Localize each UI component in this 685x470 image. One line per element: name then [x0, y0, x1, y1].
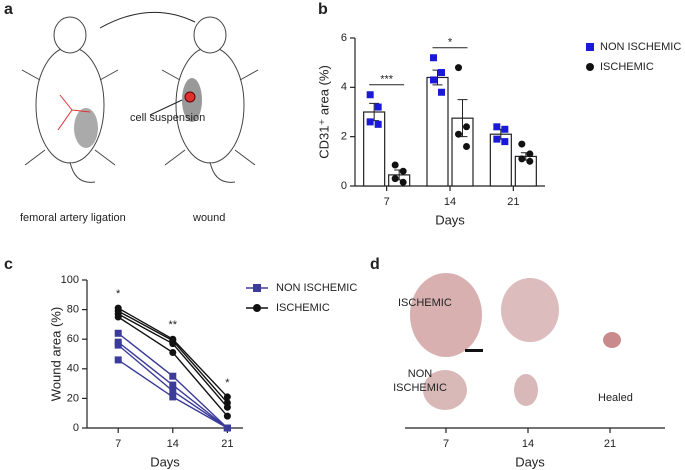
point — [455, 64, 462, 72]
point — [438, 69, 445, 77]
legend-label: NON ISCHEMIC — [276, 282, 357, 294]
caption: cell suspension — [130, 112, 205, 124]
point — [169, 393, 177, 401]
y-tick-label: 60 — [67, 333, 79, 345]
point — [518, 155, 526, 163]
point — [169, 340, 177, 348]
row-label: ISCHEMIC — [398, 297, 452, 309]
point — [223, 403, 231, 411]
legend-label: ISCHEMIC — [276, 302, 330, 314]
sig-label: * — [116, 288, 121, 300]
y-tick-label: 0 — [341, 180, 347, 192]
point — [501, 125, 509, 133]
point — [501, 138, 509, 146]
legend-label: ISCHEMIC — [600, 61, 654, 73]
point — [374, 103, 382, 111]
point — [391, 175, 399, 183]
panel-label: b — [318, 1, 328, 18]
x-tick-label: 21 — [221, 438, 233, 450]
point — [223, 424, 231, 432]
panel-label: d — [370, 256, 380, 273]
legend-label: NON ISCHEMIC — [600, 41, 681, 53]
point — [518, 140, 526, 148]
x-tick-label: 21 — [604, 438, 616, 450]
point — [493, 135, 501, 143]
healed-label: Healed — [598, 392, 633, 404]
point — [526, 150, 534, 158]
y-tick-label: 40 — [67, 363, 79, 375]
y-tick-label: 2 — [341, 131, 347, 143]
x-tick-label: 21 — [507, 196, 519, 208]
point — [399, 178, 407, 186]
wound-images — [410, 273, 621, 410]
point — [430, 76, 437, 84]
point — [430, 54, 437, 62]
sig-label: ** — [169, 319, 178, 331]
line — [117, 332, 228, 429]
legend-marker — [253, 304, 261, 312]
y-tick-label: 20 — [67, 392, 79, 404]
legend-marker — [586, 43, 594, 51]
y-axis-label: Wound area (%) — [48, 307, 63, 401]
point — [169, 387, 177, 395]
row-label: NON ISCHEMIC — [393, 368, 447, 394]
point — [438, 88, 445, 96]
caption: wound — [192, 212, 225, 224]
legend-marker — [586, 63, 594, 71]
point — [169, 372, 177, 380]
y-tick-label: 100 — [61, 274, 79, 286]
point — [223, 393, 231, 401]
x-tick-label: 14 — [167, 438, 179, 450]
sig-label: *** — [380, 74, 394, 86]
point — [169, 381, 177, 389]
x-tick-label: 7 — [115, 438, 121, 450]
arrow — [149, 99, 183, 116]
mouse-right — [161, 16, 259, 183]
mouse-left — [21, 16, 119, 183]
y-tick-label: 4 — [341, 81, 347, 93]
point — [463, 143, 470, 151]
x-axis-label: Days — [150, 454, 180, 469]
x-tick-label: 14 — [522, 438, 534, 450]
point — [114, 313, 122, 321]
point — [391, 161, 399, 169]
point — [493, 123, 501, 131]
y-tick-label: 80 — [67, 304, 79, 316]
point — [169, 349, 177, 357]
sig-label: * — [225, 377, 230, 389]
point — [526, 157, 534, 165]
y-axis-label: CD31⁺ area (%) — [316, 65, 331, 159]
panel-label: a — [4, 1, 13, 18]
caption: femoral artery ligation — [20, 212, 126, 224]
point — [114, 329, 122, 337]
legend-marker — [253, 284, 261, 292]
y-tick-label: 0 — [73, 422, 79, 434]
point — [114, 341, 122, 349]
panel-label: c — [4, 256, 13, 273]
x-tick-label: 7 — [384, 196, 390, 208]
x-axis-label: Days — [515, 454, 545, 469]
x-tick-label: 7 — [443, 438, 449, 450]
point — [455, 130, 462, 138]
arrow — [99, 11, 196, 29]
point — [223, 412, 231, 420]
point — [366, 118, 374, 126]
point — [374, 120, 382, 128]
x-tick-label: 14 — [444, 196, 456, 208]
point — [366, 91, 374, 99]
y-tick-label: 6 — [341, 32, 347, 44]
sig-label: * — [448, 37, 453, 49]
point — [399, 167, 407, 175]
line — [117, 316, 228, 417]
x-axis-label: Days — [435, 212, 465, 227]
point — [463, 123, 470, 131]
point — [114, 356, 122, 364]
